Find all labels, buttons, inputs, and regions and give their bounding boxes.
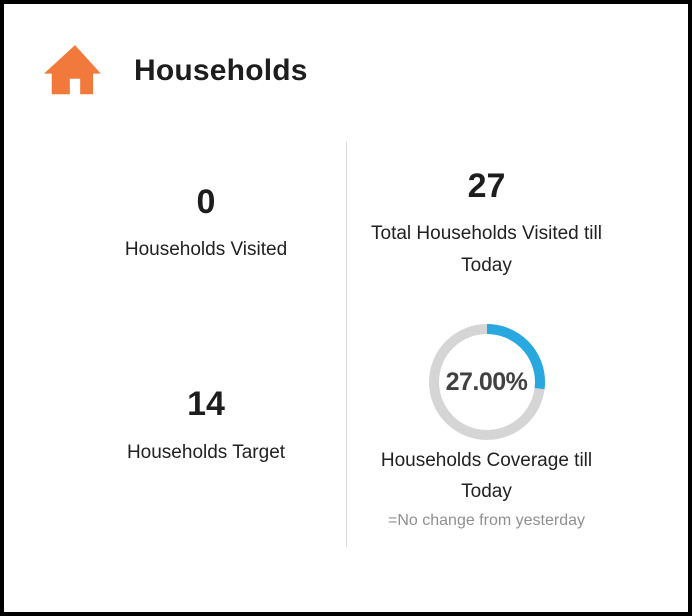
total-households-visited-value: 27: [467, 166, 506, 205]
card-header: Households: [44, 40, 688, 102]
coverage-percent-label: 27.00%: [445, 367, 528, 396]
households-visited-label: Households Visited: [124, 239, 288, 261]
households-target-label: Households Target: [126, 441, 286, 463]
households-coverage-label: Households Coverage till Today: [380, 450, 593, 502]
households-visited-value: 0: [196, 182, 216, 221]
stats-grid: 0 Households Visited 27 Total Households…: [66, 142, 626, 547]
coverage-change-note: =No change from yesterday: [388, 511, 585, 529]
coverage-arc: [428, 324, 545, 441]
home-icon: [44, 42, 106, 100]
stat-households-visited: 0 Households Visited: [66, 142, 346, 307]
page-title: Households: [134, 54, 308, 87]
total-households-visited-label: Total Households Visited till Today: [371, 223, 602, 276]
households-target-value: 14: [187, 385, 225, 424]
stat-total-households-visited: 27 Total Households Visited till Today: [346, 142, 626, 307]
stat-households-target: 14 Households Target: [66, 307, 346, 547]
coverage-donut-chart: 27.00%: [428, 324, 545, 441]
stat-households-coverage: 27.00% Households Coverage till Today =N…: [346, 307, 626, 547]
